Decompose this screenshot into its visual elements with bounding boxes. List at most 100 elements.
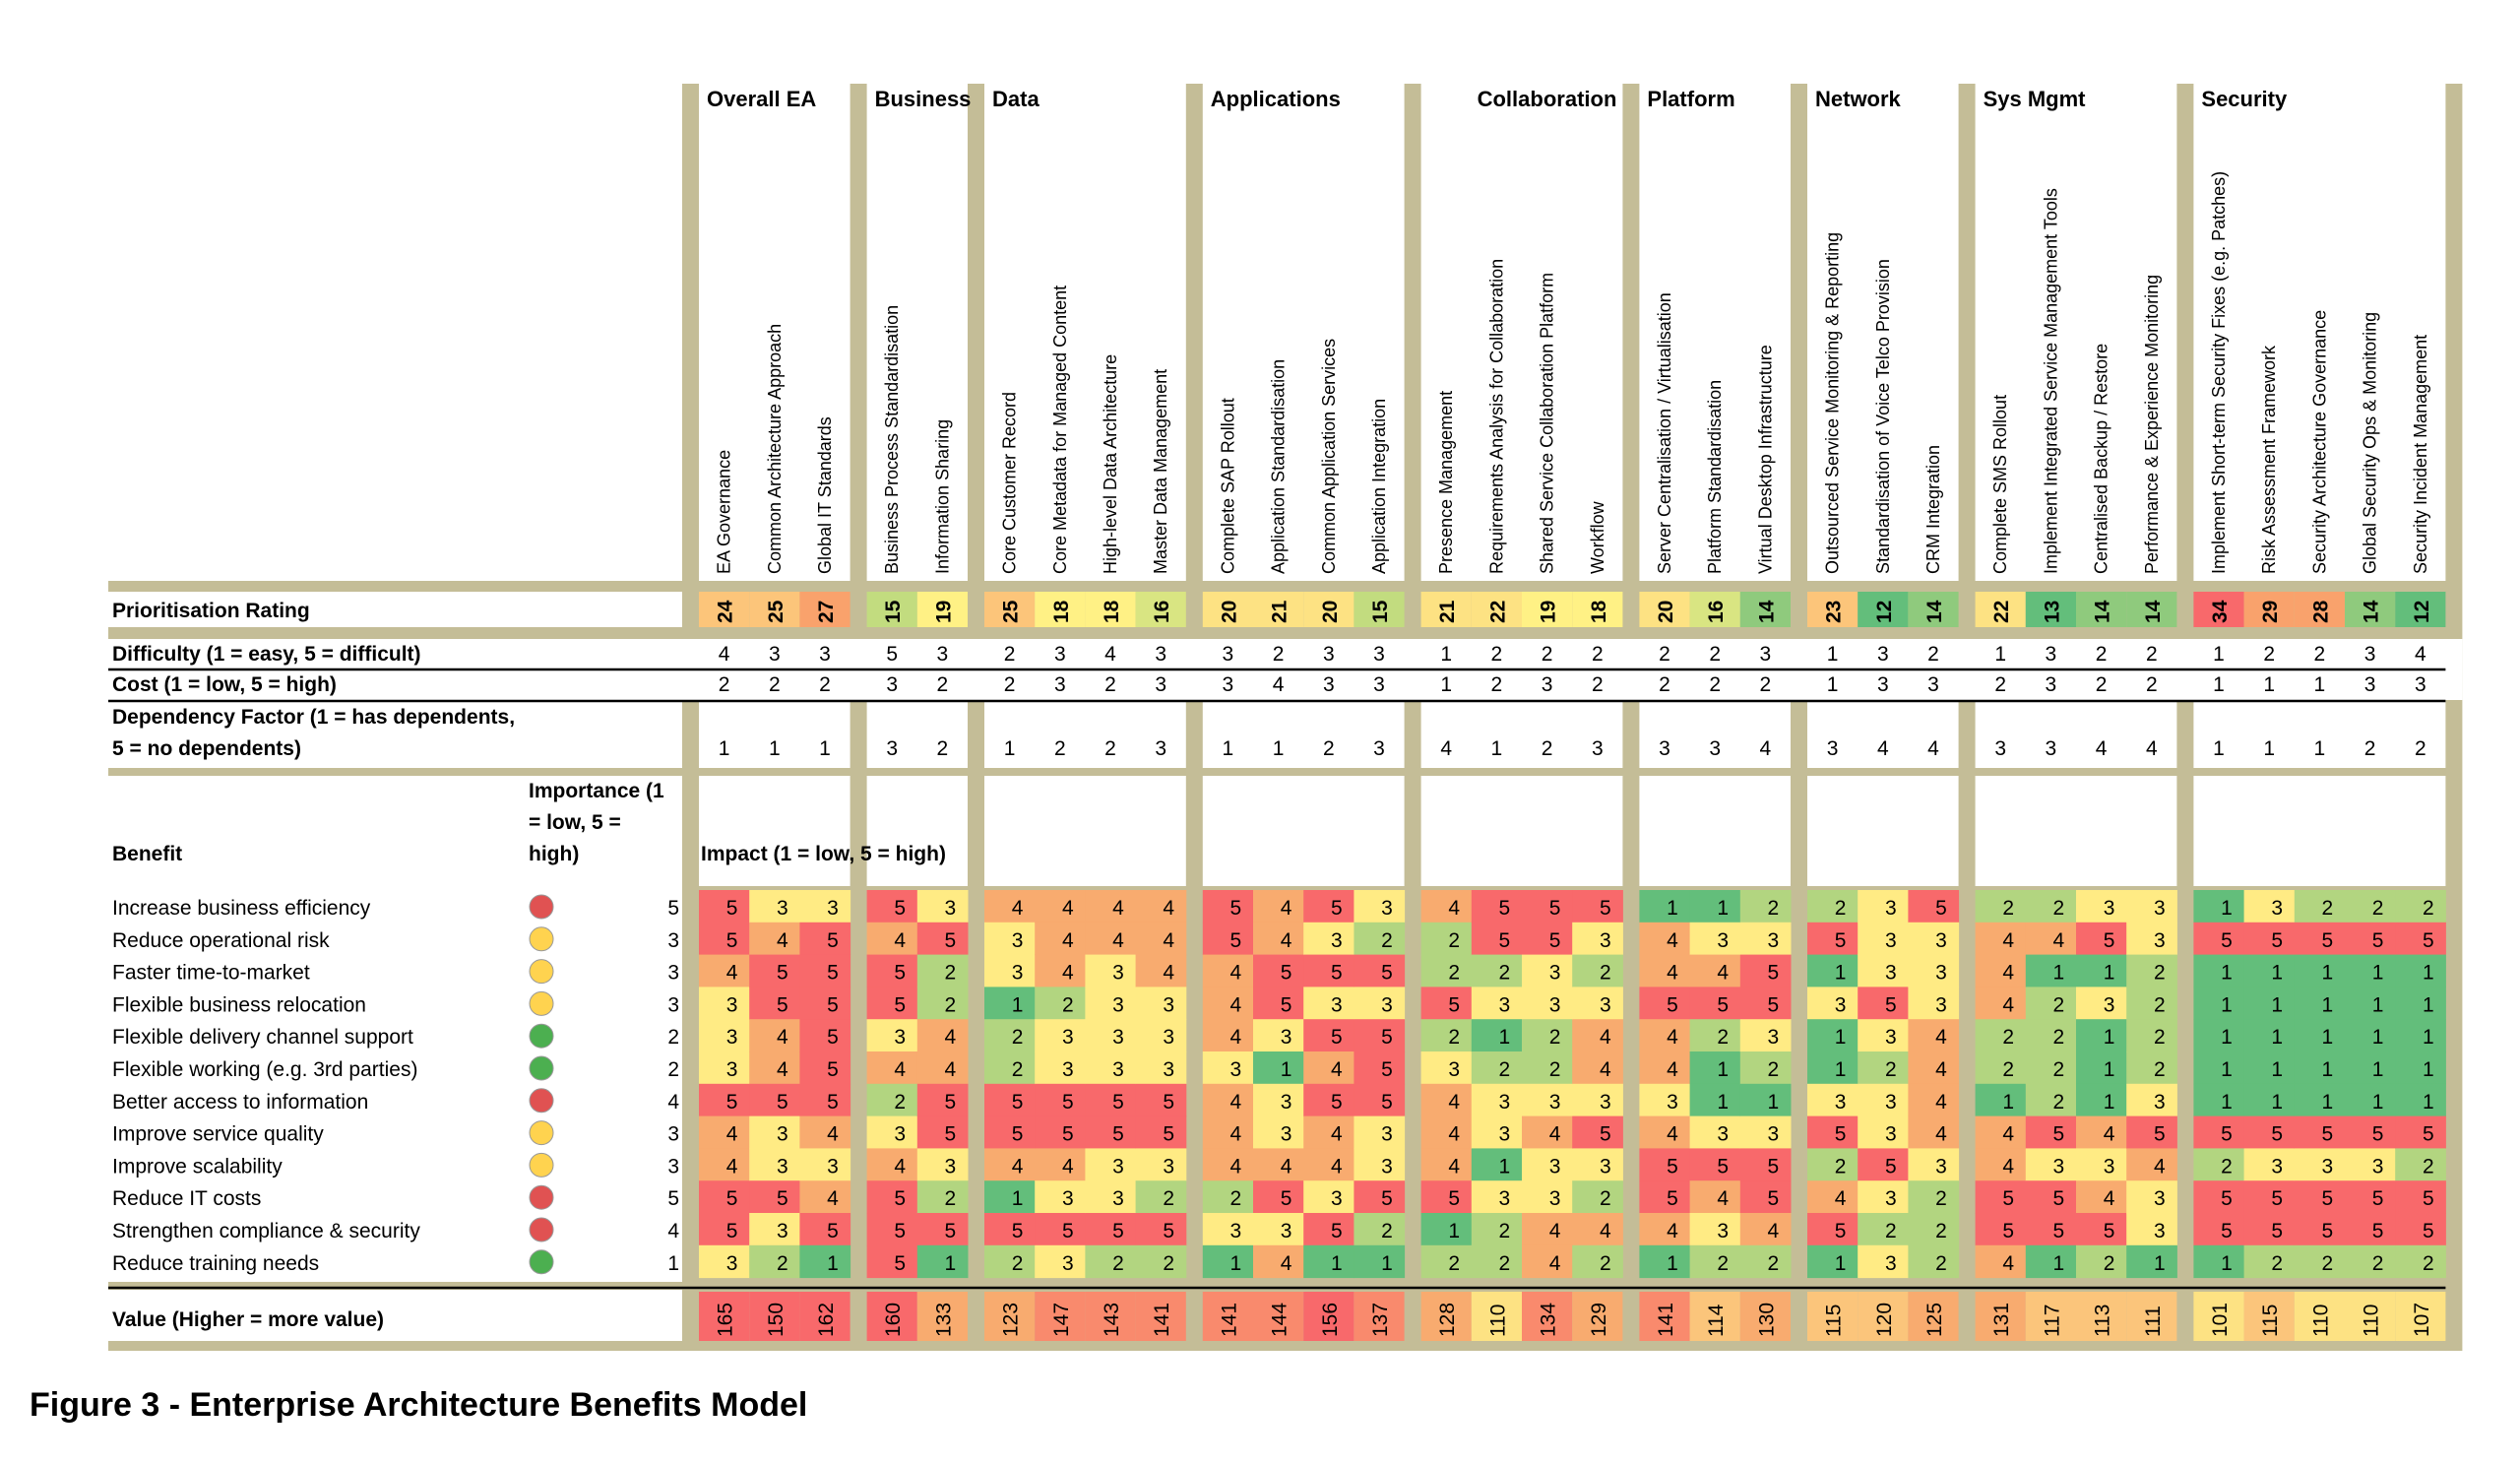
impact-value: 2	[1717, 1252, 1729, 1275]
value-cell	[2126, 1292, 2177, 1341]
group-gap	[1185, 702, 1203, 768]
impact-value: 5	[2322, 929, 2334, 952]
impact-value: 5	[777, 962, 788, 985]
rating-value: 20	[1319, 601, 1342, 623]
value-cell	[1858, 1292, 1909, 1341]
dependency-value: 3	[1709, 737, 1721, 760]
project-header: Complete SMS Rollout	[1990, 395, 2010, 574]
benefit-name: Reduce training needs	[112, 1252, 319, 1275]
impact-cell	[984, 922, 1036, 956]
impact-cell	[1689, 1213, 1741, 1246]
impact-value: 3	[1281, 1123, 1292, 1146]
label-importance: = low, 5 =	[529, 811, 621, 834]
impact-value: 3	[2053, 1155, 2065, 1178]
impact-cell	[2126, 1083, 2177, 1117]
impact-value: 1	[2322, 962, 2334, 985]
difficulty-value: 1	[1440, 643, 1452, 666]
impact-cell	[1975, 1115, 2027, 1149]
dependency-value: 2	[1104, 737, 1116, 760]
impact-cell	[916, 1083, 969, 1117]
impact-value: 1	[2271, 962, 2283, 985]
impact-value: 2	[1717, 1026, 1729, 1049]
impact-cell	[1807, 1083, 1858, 1117]
group-impact-header-panel	[984, 776, 1186, 886]
impact-cell	[2076, 1019, 2127, 1052]
impact-value: 3	[1448, 1058, 1460, 1081]
impact-value: 2	[2372, 1252, 2384, 1275]
impact-value: 5	[827, 1058, 839, 1081]
impact-value: 5	[2104, 929, 2115, 952]
impact-cell	[1689, 1083, 1741, 1117]
impact-cell	[2025, 1051, 2077, 1085]
impact-cell	[1035, 987, 1086, 1020]
importance-value: 5	[667, 1187, 679, 1210]
impact-cell	[1420, 1213, 1473, 1246]
impact-value: 2	[1768, 1252, 1780, 1275]
impact-cell	[1975, 1244, 2027, 1279]
impact-value: 3	[1768, 929, 1780, 952]
impact-cell	[1035, 1051, 1086, 1085]
impact-cell	[866, 954, 918, 987]
difficulty-value: 5	[886, 643, 898, 666]
impact-value: 3	[1717, 1123, 1729, 1146]
group-title: Data	[992, 87, 1040, 111]
impact-cell	[916, 1213, 969, 1246]
benefit-name: Improve scalability	[112, 1155, 283, 1178]
impact-value: 5	[1448, 1187, 1460, 1210]
impact-cell	[1202, 1115, 1254, 1149]
impact-value: 5	[2053, 1187, 2065, 1210]
impact-cell	[984, 1051, 1036, 1085]
impact-value: 2	[1549, 1058, 1561, 1081]
value-number: 117	[2041, 1305, 2063, 1337]
dependency-value: 1	[2263, 737, 2275, 760]
impact-cell	[1085, 954, 1137, 987]
impact-value: 3	[1935, 929, 1947, 952]
rating-value: 14	[2361, 600, 2383, 623]
impact-cell	[1420, 987, 1473, 1020]
rating-value: 16	[1705, 601, 1728, 623]
impact-cell	[1303, 1083, 1354, 1117]
impact-value: 4	[726, 1155, 738, 1178]
impact-cell	[1572, 1083, 1623, 1117]
impact-value: 3	[777, 1155, 788, 1178]
impact-value: 4	[1667, 962, 1678, 985]
impact-cell	[699, 1148, 750, 1181]
impact-value: 5	[1281, 993, 1292, 1016]
impact-cell	[2345, 954, 2396, 987]
value-number: 147	[1050, 1303, 1073, 1337]
status-dot-icon	[529, 1184, 554, 1210]
impact-cell	[2395, 1019, 2446, 1052]
status-dot-icon	[529, 926, 554, 952]
impact-cell	[2193, 1213, 2245, 1246]
impact-cell	[1471, 987, 1523, 1020]
value-number: 107	[2411, 1303, 2433, 1337]
impact-value: 5	[2002, 1220, 2014, 1242]
value-cell	[984, 1292, 1036, 1341]
impact-value: 3	[1768, 1123, 1780, 1146]
impact-cell	[2025, 1083, 2077, 1117]
impact-value: 4	[1667, 1220, 1678, 1242]
impact-cell	[1689, 890, 1741, 924]
impact-cell	[2126, 1244, 2177, 1279]
impact-value: 3	[1935, 1155, 1947, 1178]
label-cost: Cost (1 = low, 5 = high)	[112, 673, 337, 696]
impact-value: 2	[2271, 1252, 2283, 1275]
impact-cell	[1354, 954, 1406, 987]
impact-value: 1	[2423, 1091, 2434, 1114]
impact-value: 5	[894, 993, 906, 1016]
impact-value: 4	[1600, 1026, 1611, 1049]
impact-value: 2	[1835, 1155, 1847, 1178]
value-number: 133	[932, 1303, 955, 1337]
impact-cell	[1420, 1115, 1473, 1149]
difficulty-value: 2	[2263, 643, 2275, 666]
impact-cell	[1572, 987, 1623, 1020]
impact-cell	[916, 1148, 969, 1181]
impact-value: 1	[2221, 1026, 2233, 1049]
difficulty-value: 4	[1104, 643, 1116, 666]
impact-value: 4	[1600, 1058, 1611, 1081]
impact-value: 2	[2154, 1026, 2166, 1049]
impact-value: 1	[2372, 1058, 2384, 1081]
impact-value: 5	[1667, 1155, 1678, 1178]
difficulty-value: 4	[719, 643, 730, 666]
impact-value: 2	[1448, 1252, 1460, 1275]
